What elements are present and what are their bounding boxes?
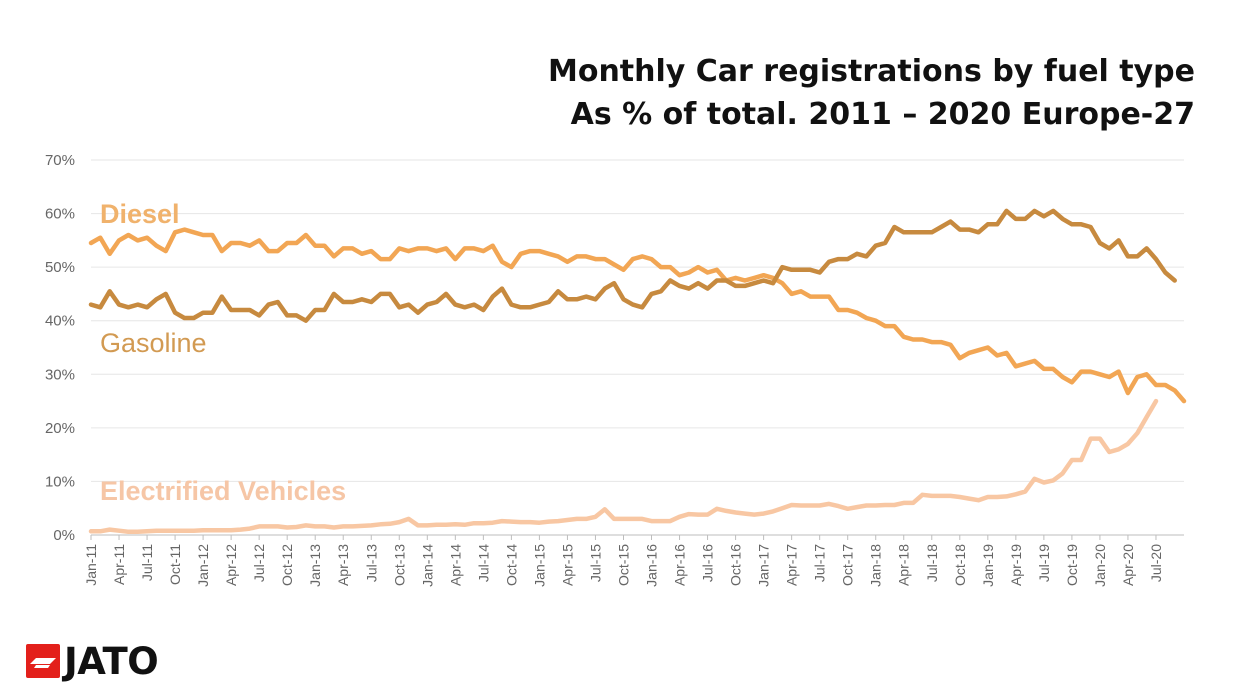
series-labels: Diesel Gasoline Electrified Vehicles	[100, 199, 346, 506]
x-tick-label: Jul-17	[812, 544, 828, 582]
jato-logo-text: JATO	[64, 639, 159, 683]
x-tick-label: Apr-20	[1120, 544, 1136, 586]
x-tick-label: Jan-11	[83, 544, 99, 586]
x-tick-label: Jul-20	[1148, 544, 1164, 582]
series-line-diesel	[88, 227, 1187, 404]
x-axis: Jan-11 Apr-11 Jul-11 Oct-11 Jan-12 Apr-12 Jul-…	[83, 535, 1164, 587]
gridlines	[91, 159, 1184, 536]
x-tick-label: Apr-15	[559, 544, 575, 586]
x-tick-label: Oct-19	[1064, 544, 1080, 586]
x-tick-label: Apr-17	[784, 544, 800, 586]
x-tick-label: Oct-11	[167, 544, 183, 585]
x-tick-label: Jul-15	[587, 544, 603, 582]
x-tick-label: Jul-11	[139, 544, 155, 581]
x-tick-label: Jan-15	[531, 544, 547, 587]
x-tick-label: Jul-19	[1036, 544, 1052, 582]
x-tick-label: Apr-16	[672, 544, 688, 586]
x-tick-label: Jul-14	[475, 544, 491, 582]
x-tick-label: Jan-19	[980, 544, 996, 587]
series-line-electrified-vehicles	[88, 398, 1159, 535]
y-tick-label: 30%	[45, 366, 75, 383]
y-tick-label: 0%	[53, 527, 75, 544]
x-tick-label: Jan-20	[1092, 544, 1108, 587]
series-label-gasoline: Gasoline	[100, 328, 207, 358]
chart-title: Monthly Car registrations by fuel type A…	[548, 50, 1195, 136]
x-tick-label: Jan-12	[195, 544, 211, 587]
x-tick-label: Oct-13	[391, 544, 407, 586]
title-line-1: Monthly Car registrations by fuel type	[547, 54, 1195, 89]
x-tick-label: Jul-18	[924, 544, 940, 582]
x-tick-label: Jan-13	[307, 544, 323, 587]
y-tick-label: 70%	[45, 152, 75, 169]
x-tick-label: Oct-16	[728, 544, 744, 586]
title-line-2: As % of total. 2011 – 2020 Europe-27	[570, 97, 1195, 132]
y-axis: 0% 10% 20% 30% 40% 50% 60% 70%	[45, 152, 75, 544]
x-tick-label: Jul-12	[251, 544, 267, 582]
y-tick-label: 40%	[45, 313, 75, 330]
x-tick-label: Apr-13	[335, 544, 351, 586]
x-tick-label: Jan-18	[868, 544, 884, 587]
x-tick-label: Oct-12	[279, 544, 295, 586]
y-tick-label: 60%	[45, 206, 75, 223]
x-tick-label: Jan-17	[756, 544, 772, 587]
y-tick-label: 50%	[45, 259, 75, 276]
series-lines	[88, 208, 1187, 535]
x-tick-label: Apr-11	[111, 544, 127, 585]
jato-logo-mark-icon	[26, 644, 60, 678]
x-tick-label: Jul-13	[363, 544, 379, 582]
x-tick-label: Oct-18	[952, 544, 968, 586]
series-label-diesel: Diesel	[100, 199, 180, 229]
x-tick-label: Apr-18	[896, 544, 912, 586]
x-tick-label: Oct-14	[503, 544, 519, 586]
x-tick-label: Jul-16	[700, 544, 716, 582]
x-tick-label: Apr-14	[447, 544, 463, 586]
x-tick-label: Jan-16	[644, 544, 660, 587]
series-line-gasoline	[88, 208, 1177, 323]
jato-logo: JATO	[26, 639, 159, 683]
y-tick-label: 20%	[45, 420, 75, 437]
x-tick-label: Oct-17	[840, 544, 856, 586]
x-tick-label: Apr-12	[223, 544, 239, 586]
y-tick-label: 10%	[45, 473, 75, 490]
series-label-electrified-vehicles: Electrified Vehicles	[100, 476, 346, 506]
x-tick-label: Jan-14	[419, 544, 435, 587]
x-tick-label: Oct-15	[615, 544, 631, 586]
x-tick-label: Apr-19	[1008, 544, 1024, 586]
